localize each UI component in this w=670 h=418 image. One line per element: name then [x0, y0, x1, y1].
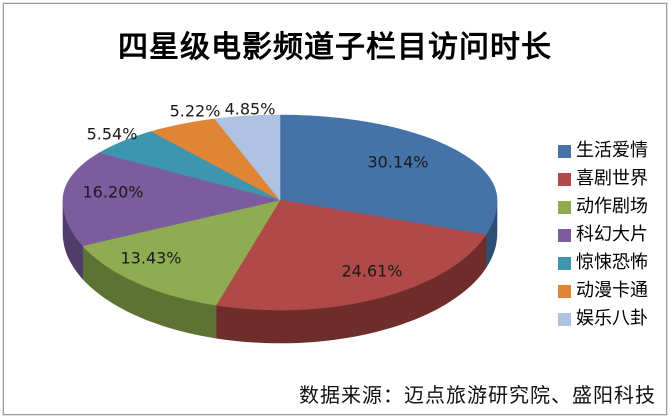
- legend-swatch-icon: [558, 228, 571, 242]
- pie-slice-5: [150, 118, 281, 201]
- legend-label: 喜剧世界: [576, 168, 648, 189]
- pie-data-label-0: 30.14%: [367, 152, 429, 172]
- pie-data-label-2: 13.43%: [120, 248, 182, 268]
- legend-swatch-icon: [558, 144, 571, 158]
- legend: 生活爱情喜剧世界动作剧场科幻大片惊悚恐怖动漫卡通娱乐八卦: [558, 141, 648, 337]
- pie-slice-1: [215, 199, 487, 311]
- pie-data-label-3: 16.20%: [82, 182, 144, 202]
- legend-label: 生活爱情: [576, 140, 648, 161]
- pie-slice-0: [279, 114, 498, 236]
- legend-item-5: 动漫卡通: [558, 281, 648, 301]
- legend-swatch-icon: [558, 284, 571, 298]
- legend-item-0: 生活爱情: [558, 141, 648, 161]
- legend-swatch-icon: [558, 256, 571, 270]
- source-note: 数据来源：迈点旅游研究院、盛阳科技: [299, 383, 656, 407]
- legend-item-2: 动作剧场: [558, 197, 648, 217]
- legend-item-3: 科幻大片: [558, 225, 648, 245]
- legend-item-1: 喜剧世界: [558, 169, 648, 189]
- pie-data-label-1: 24.61%: [341, 261, 403, 281]
- chart-title: 四星级电影频道子栏目访问时长: [118, 30, 552, 65]
- pie-slice-6: [214, 114, 281, 201]
- legend-item-4: 惊悚恐怖: [558, 253, 648, 273]
- legend-label: 娱乐八卦: [576, 308, 648, 329]
- pie-slice-2: [82, 199, 281, 306]
- legend-label: 动漫卡通: [576, 280, 648, 301]
- pie-data-label-6: 4.85%: [224, 99, 276, 119]
- legend-swatch-icon: [558, 312, 571, 326]
- pie-data-label-5: 5.22%: [169, 101, 221, 121]
- legend-label: 惊悚恐怖: [576, 252, 648, 273]
- legend-item-6: 娱乐八卦: [558, 309, 648, 329]
- legend-swatch-icon: [558, 172, 571, 186]
- pie-slice-4: [98, 131, 281, 201]
- pie-data-label-4: 5.54%: [86, 124, 138, 144]
- pie-slice-3: [62, 152, 281, 247]
- legend-label: 动作剧场: [576, 196, 648, 217]
- legend-swatch-icon: [558, 200, 571, 214]
- legend-label: 科幻大片: [576, 224, 648, 245]
